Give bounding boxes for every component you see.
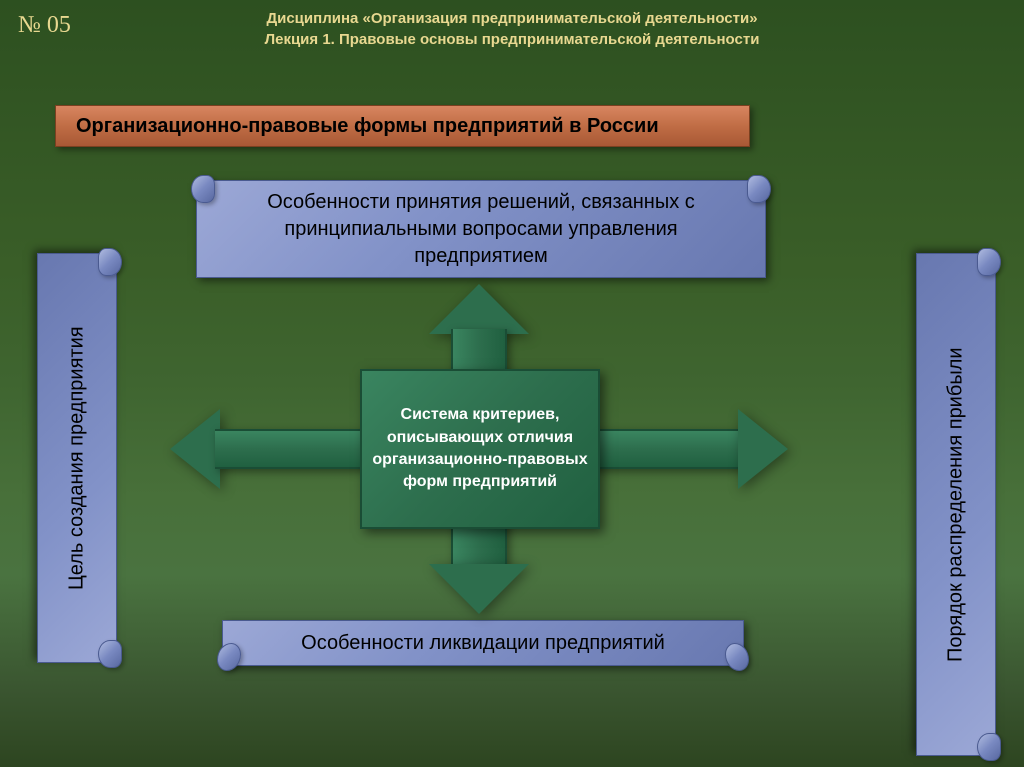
box-left-text: Цель создания предприятия [64, 326, 91, 590]
slide-header: Дисциплина «Организация предпринимательс… [162, 8, 862, 50]
box-right: Порядок распределения прибыли [916, 253, 996, 756]
scroll-curl-icon [747, 175, 771, 203]
center-box: Система критериев, описывающих отличия о… [360, 369, 600, 529]
arrow-right-icon [593, 414, 788, 484]
arrow-down-icon [429, 524, 529, 614]
title-box: Организационно-правовые формы предприяти… [55, 105, 750, 147]
cross-diagram: Система критериев, описывающих отличия о… [170, 284, 788, 614]
scroll-curl-icon [977, 733, 1001, 761]
box-top: Особенности принятия решений, связанных … [196, 180, 766, 278]
title-text: Организационно-правовые формы предприяти… [76, 115, 659, 138]
header-line-2: Лекция 1. Правовые основы предпринимател… [162, 29, 862, 50]
scroll-curl-icon [191, 175, 215, 203]
scroll-curl-icon [98, 248, 122, 276]
box-right-text: Порядок распределения прибыли [943, 347, 970, 662]
arrow-left-icon [170, 414, 365, 484]
slide-number: № 05 [18, 12, 71, 39]
scroll-curl-icon [217, 643, 241, 671]
header-line-1: Дисциплина «Организация предпринимательс… [162, 8, 862, 29]
box-bottom-text: Особенности ликвидации предприятий [301, 630, 665, 657]
box-top-text: Особенности принятия решений, связанных … [237, 189, 725, 270]
scroll-curl-icon [977, 248, 1001, 276]
box-left: Цель создания предприятия [37, 253, 117, 663]
scroll-curl-icon [725, 643, 749, 671]
arrow-up-icon [429, 284, 529, 374]
scroll-curl-icon [98, 640, 122, 668]
center-text: Система критериев, описывающих отличия о… [372, 404, 588, 494]
box-bottom: Особенности ликвидации предприятий [222, 620, 744, 666]
